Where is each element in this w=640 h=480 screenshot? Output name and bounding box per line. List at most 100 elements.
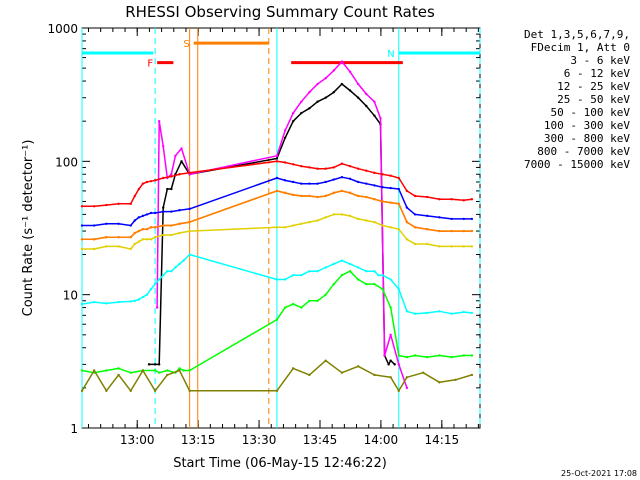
data-point (300, 182, 303, 185)
data-point (291, 224, 295, 227)
data-point (373, 282, 376, 286)
data-point (426, 195, 429, 199)
data-point (365, 92, 368, 96)
data-point (373, 269, 376, 273)
data-point (80, 302, 84, 306)
data-point (340, 60, 344, 63)
data-point (141, 238, 145, 241)
data-point (129, 224, 132, 227)
data-point (117, 222, 120, 226)
data-point (92, 247, 96, 251)
data-point (377, 273, 380, 277)
data-point (141, 369, 145, 372)
data-point (170, 210, 173, 213)
data-point (356, 96, 360, 99)
data-point (438, 197, 441, 201)
data-point (405, 220, 409, 224)
data-point (381, 224, 384, 227)
data-point (332, 282, 335, 286)
data-point (324, 96, 327, 99)
data-point (133, 299, 136, 302)
plot-area: 1 10 100 1000 13:00 13:15 13:30 13:45 14:00 14:15… (47, 22, 481, 447)
data-point (324, 293, 327, 296)
data-point (153, 282, 157, 286)
data-point (373, 171, 376, 175)
data-point (275, 278, 279, 281)
data-point (462, 217, 465, 221)
data-point (438, 229, 441, 233)
data-point (470, 217, 474, 221)
data-point (117, 245, 120, 248)
state-bar-label: F (147, 59, 153, 70)
data-point (92, 238, 96, 241)
data-point (356, 167, 360, 170)
data-point (170, 269, 173, 273)
data-point (383, 354, 386, 357)
data-point (450, 245, 453, 248)
data-point (283, 191, 287, 195)
data-point (105, 235, 108, 239)
data-point (92, 224, 96, 227)
data-point (387, 363, 390, 366)
data-point (332, 213, 335, 216)
series-line (81, 270, 472, 374)
legend-entry-label: 12 - 25 keV (557, 80, 630, 93)
data-point (340, 371, 344, 374)
data-point (137, 240, 141, 243)
data-point (129, 247, 132, 251)
data-point (450, 197, 453, 201)
data-point (332, 191, 335, 195)
data-point (405, 238, 409, 241)
data-point (316, 182, 319, 185)
data-point (149, 179, 153, 183)
data-point (141, 214, 145, 218)
data-point (174, 154, 177, 158)
data-point (162, 210, 165, 213)
data-point (300, 100, 303, 103)
legend-header-line: FDecim 1, Att 0 (531, 41, 630, 54)
data-point (162, 273, 165, 277)
data-point (166, 187, 169, 191)
data-point (80, 238, 84, 241)
data-point (324, 167, 327, 170)
data-point (105, 389, 108, 393)
data-point (450, 217, 453, 221)
data-point (291, 111, 295, 115)
data-point (381, 273, 384, 277)
data-point (275, 189, 279, 193)
data-point (117, 235, 120, 239)
data-point (105, 203, 108, 207)
legend-header-line: Det 1,3,5,6,7,9, (524, 28, 630, 41)
data-point (348, 269, 352, 273)
data-point (283, 179, 287, 182)
data-point (340, 162, 344, 165)
data-point (426, 355, 429, 359)
data-point (405, 386, 409, 390)
data-point (137, 216, 141, 219)
data-point (324, 359, 327, 362)
data-point (316, 269, 319, 273)
data-point (133, 219, 136, 222)
data-point (405, 355, 409, 359)
legend-entry-label: 6 - 12 keV (564, 67, 631, 80)
data-point (413, 213, 417, 216)
data-point (300, 111, 303, 115)
data-point (178, 231, 181, 235)
data-point (178, 367, 181, 370)
data-point (129, 235, 132, 239)
legend-entry-label: 7000 - 15000 keV (524, 158, 630, 171)
data-point (373, 184, 376, 187)
data-point (365, 195, 368, 199)
legend-entry-label: 3 - 6 keV (570, 54, 630, 67)
data-point (133, 231, 136, 235)
data-point (166, 269, 169, 273)
data-point (308, 299, 311, 302)
data-point (291, 367, 295, 370)
data-point (373, 100, 376, 103)
data-point (188, 369, 191, 372)
x-tick-label: 13:45 (303, 433, 338, 447)
data-point (348, 214, 352, 218)
data-point (283, 129, 287, 132)
data-point (397, 363, 400, 366)
legend: Det 1,3,5,6,7,9,FDecim 1, Att 03 - 6 keV… (524, 28, 630, 171)
